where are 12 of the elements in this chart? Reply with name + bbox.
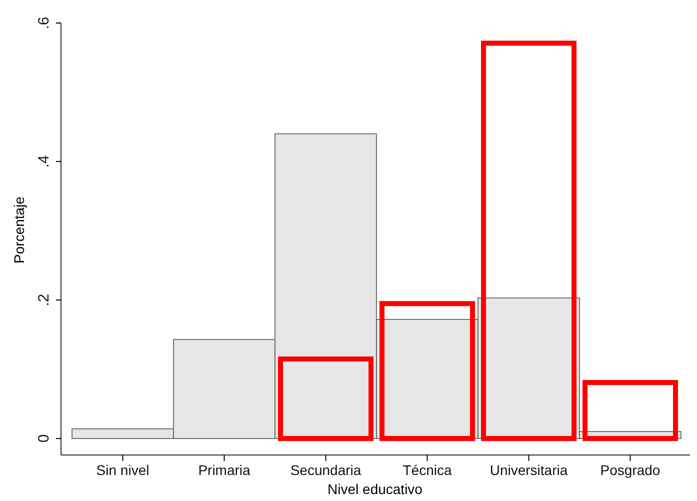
- y-tick-label: .6: [35, 16, 52, 30]
- x-axis-title: Nivel educativo: [328, 481, 423, 497]
- x-tick-label: Secundaria: [290, 462, 362, 478]
- x-tick-label: Técnica: [402, 462, 452, 478]
- x-tick-label: Sin nivel: [96, 462, 150, 478]
- x-tick-label: Universitaria: [490, 462, 568, 478]
- y-tick-label: 0: [35, 434, 52, 443]
- x-tick-label: Posgrado: [600, 462, 660, 478]
- y-tick-label: .2: [35, 294, 52, 306]
- y-axis-title: Porcentaje: [11, 196, 27, 264]
- x-tick-label: Primaria: [198, 462, 251, 478]
- y-tick-label: .4: [35, 155, 52, 168]
